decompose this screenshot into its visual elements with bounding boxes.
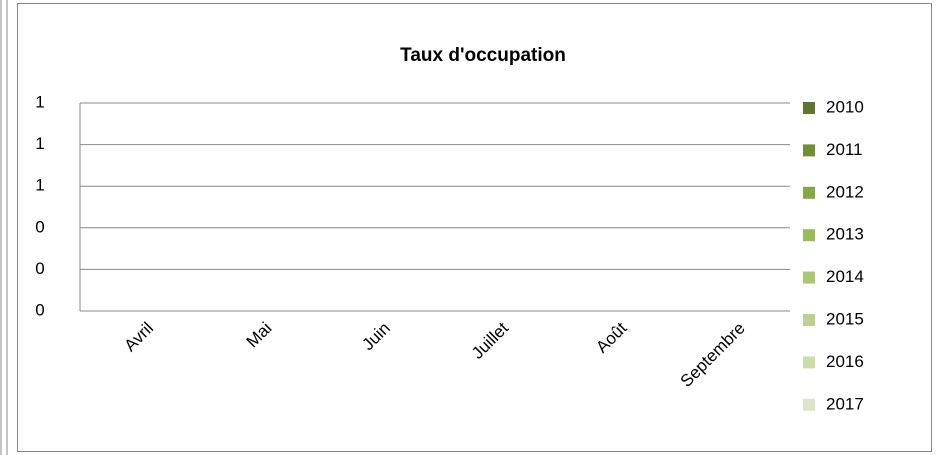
y-tick-label: 1 — [35, 134, 44, 153]
legend-label: 2014 — [826, 267, 864, 286]
chart-title: Taux d'occupation — [400, 45, 566, 66]
legend-label: 2017 — [826, 394, 864, 413]
legend-label: 2013 — [826, 225, 864, 244]
y-tick-label: 1 — [35, 176, 44, 195]
legend-swatch — [803, 102, 815, 114]
y-tick-label: 1 — [35, 92, 44, 111]
legend-label: 2010 — [826, 97, 864, 116]
legend-swatch — [803, 186, 815, 199]
legend-label: 2016 — [826, 352, 864, 371]
legend-swatch — [803, 356, 815, 369]
y-tick-label: 0 — [35, 300, 44, 319]
legend-label: 2012 — [826, 182, 864, 201]
legend-swatch — [803, 271, 815, 284]
y-tick-label: 0 — [35, 217, 44, 236]
legend-swatch — [803, 144, 815, 157]
legend-swatch — [803, 314, 815, 326]
legend-swatch — [803, 398, 815, 411]
legend-label: 2011 — [826, 140, 863, 159]
legend-swatch — [803, 229, 815, 242]
y-tick-label: 0 — [35, 259, 44, 278]
legend-label: 2015 — [826, 309, 864, 328]
